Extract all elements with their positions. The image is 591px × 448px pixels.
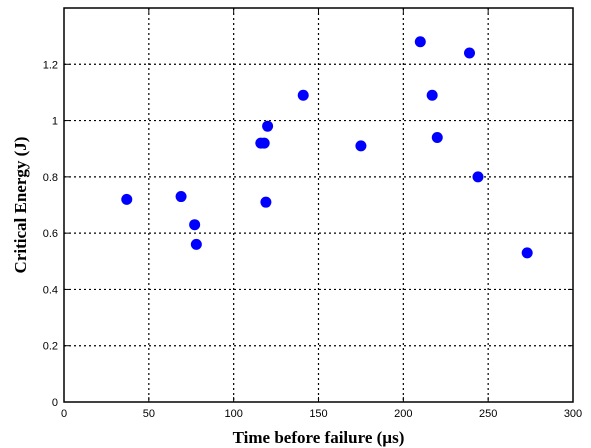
data-point: [355, 140, 367, 152]
x-tick-label: 200: [394, 408, 412, 420]
data-point: [175, 191, 187, 203]
x-axis-title: Time before failure (µs): [233, 428, 405, 447]
x-tick-label: 0: [61, 408, 67, 420]
y-axis-title: Critical Energy (J): [11, 137, 30, 274]
data-point: [414, 36, 426, 48]
y-tick-label: 0.6: [43, 228, 58, 240]
x-tick-label: 100: [224, 408, 242, 420]
data-points: [121, 36, 533, 259]
x-tick-label: 50: [143, 408, 155, 420]
x-tick-label: 300: [564, 408, 582, 420]
y-tick-label: 1: [52, 116, 58, 128]
data-point: [190, 238, 202, 250]
data-point: [431, 131, 443, 143]
y-tick-label: 0.4: [43, 284, 58, 296]
data-point: [189, 219, 201, 231]
y-tick-label: 1.2: [43, 59, 58, 71]
data-point: [121, 193, 133, 205]
x-tick-label: 150: [309, 408, 327, 420]
data-point: [426, 89, 438, 101]
y-tick-label: 0.8: [43, 172, 58, 184]
data-point: [297, 89, 309, 101]
y-tick-label: 0.2: [43, 341, 58, 353]
data-point: [472, 171, 484, 183]
data-point: [464, 47, 476, 59]
y-tick-label: 0: [52, 397, 58, 409]
data-point: [262, 120, 274, 132]
axis-ticks: 0 50 100 150 200 250 300 0 0.2 0.4 0.6 0.8 1 1.2: [43, 8, 582, 420]
grid: [64, 8, 573, 402]
data-point: [260, 196, 272, 208]
data-point: [521, 247, 533, 259]
data-point: [258, 137, 270, 149]
x-tick-label: 250: [479, 408, 497, 420]
